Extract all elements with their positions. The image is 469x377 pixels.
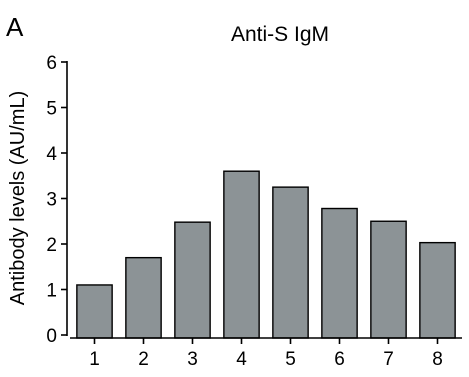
y-tick-label: 1 — [46, 281, 57, 302]
y-tick-label: 2 — [46, 235, 57, 256]
bar-1 — [76, 284, 113, 339]
x-tick-label: 5 — [285, 349, 296, 370]
bar-2 — [125, 256, 162, 339]
x-tick-label: 3 — [187, 349, 198, 370]
bar-3 — [174, 221, 211, 339]
bar-5 — [272, 186, 309, 339]
x-tick-label: 1 — [89, 349, 100, 370]
x-tick-label: 8 — [432, 349, 443, 370]
x-ticks-group: 1 2 3 4 5 6 7 8 — [89, 338, 443, 370]
y-ticks-group: 0 1 2 3 4 5 6 — [46, 53, 67, 347]
x-tick-label: 2 — [138, 349, 149, 370]
chart-title: Anti-S IgM — [231, 23, 329, 46]
y-tick-label: 3 — [46, 190, 57, 211]
y-tick-label: 4 — [46, 144, 57, 165]
bar-4 — [223, 170, 260, 339]
x-tick-label: 7 — [383, 349, 394, 370]
y-tick-label: 0 — [46, 326, 57, 347]
y-tick-label: 6 — [46, 53, 57, 74]
x-tick-label: 4 — [236, 349, 247, 370]
x-tick-label: 6 — [334, 349, 345, 370]
panel-label: A — [6, 12, 24, 42]
bar-6 — [321, 207, 358, 339]
bars-group — [76, 170, 456, 339]
bar-7 — [370, 220, 407, 339]
bar-8 — [419, 241, 456, 339]
y-tick-label: 5 — [46, 99, 57, 120]
y-axis-label: Antibody levels (AU/mL) — [7, 91, 29, 306]
